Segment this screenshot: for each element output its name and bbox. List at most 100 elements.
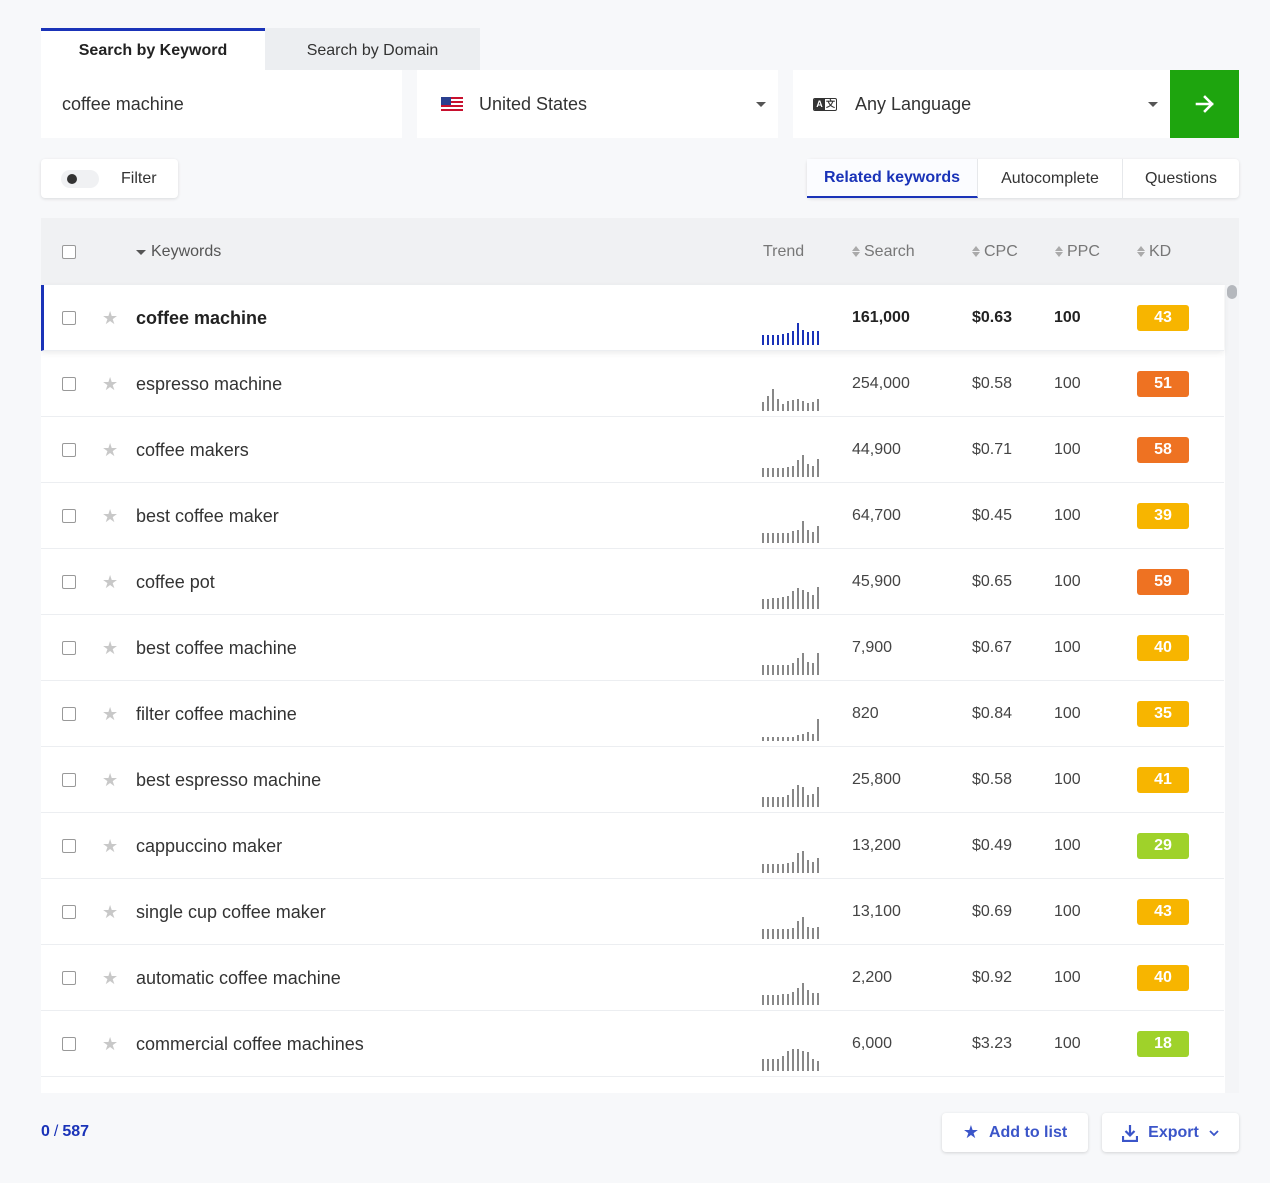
table-row[interactable]: ★ coffee makers 44,900 $0.71 100 58 [41, 417, 1224, 483]
keyword-cell[interactable]: best espresso machine [136, 769, 322, 790]
select-all-cell [62, 218, 76, 285]
search-volume-cell: 25,800 [852, 771, 901, 788]
search-submit-button[interactable] [1170, 70, 1239, 138]
favorite-star-icon[interactable]: ★ [102, 835, 119, 856]
row-checkbox[interactable] [62, 575, 76, 589]
trend-bar [797, 323, 799, 345]
add-to-list-button[interactable]: ★ Add to list [942, 1113, 1088, 1152]
filter-toggle-switch[interactable] [61, 169, 99, 188]
favorite-star-icon[interactable]: ★ [102, 901, 119, 922]
row-checkbox[interactable] [62, 443, 76, 457]
favorite-star-icon[interactable]: ★ [102, 505, 119, 526]
column-header-search[interactable]: Search [852, 218, 915, 285]
table-row[interactable]: ★ commercial coffee machines 6,000 $3.23 100… [41, 1011, 1224, 1077]
row-checkbox[interactable] [62, 773, 76, 787]
cpc-cell: $3.23 [972, 1035, 1013, 1052]
table-row[interactable]: ★ coffee pot 45,900 $0.65 100 59 [41, 549, 1224, 615]
column-header-kd[interactable]: KD [1137, 218, 1171, 285]
row-checkbox[interactable] [62, 905, 76, 919]
trend-sparkline [762, 453, 822, 477]
keyword-cell[interactable]: coffee pot [136, 571, 215, 592]
favorite-star-icon[interactable]: ★ [102, 439, 119, 460]
favorite-star-icon[interactable]: ★ [102, 703, 119, 724]
trend-bar [812, 734, 814, 741]
keyword-cell[interactable]: coffee machine [136, 307, 268, 328]
scrollbar-thumb[interactable] [1227, 285, 1237, 299]
table-row[interactable]: ★ best espresso machine 25,800 $0.58 100 41 [41, 747, 1224, 813]
trend-bar [812, 928, 814, 939]
keyword-cell[interactable]: automatic coffee machine [136, 967, 341, 988]
trend-bar [767, 929, 769, 939]
keyword-cell[interactable]: coffee makers [136, 439, 249, 460]
export-label: Export [1148, 1123, 1199, 1141]
kd-badge: 18 [1137, 1031, 1189, 1057]
favorite-star-icon[interactable]: ★ [102, 571, 119, 592]
column-header-cpc[interactable]: CPC [972, 218, 1018, 285]
table-row[interactable]: ★ cappuccino maker 13,200 $0.49 100 29 [41, 813, 1224, 879]
table-header: Keywords Trend Search CPC PPC KD [41, 218, 1239, 285]
table-scrollbar[interactable] [1225, 285, 1239, 1093]
keyword-cell[interactable]: filter coffee machine [136, 703, 297, 724]
tab-search-by-keyword[interactable]: Search by Keyword [41, 28, 265, 70]
table-row[interactable]: ★ espresso machine 254,000 $0.58 100 51 [41, 351, 1224, 417]
column-header-ppc[interactable]: PPC [1055, 218, 1100, 285]
row-checkbox[interactable] [62, 641, 76, 655]
export-button[interactable]: Export [1102, 1113, 1239, 1152]
table-row[interactable]: ★ filter coffee machine 820 $0.84 100 35 [41, 681, 1224, 747]
row-checkbox[interactable] [62, 509, 76, 523]
keyword-cell[interactable]: best coffee machine [136, 637, 297, 658]
trend-bar [787, 533, 789, 543]
favorite-star-icon[interactable]: ★ [102, 637, 119, 658]
ppc-cell: 100 [1054, 969, 1081, 986]
favorite-star-icon[interactable]: ★ [102, 307, 119, 328]
filter-toggle-button[interactable]: Filter [41, 159, 178, 198]
tab-search-by-domain[interactable]: Search by Domain [265, 28, 480, 70]
favorite-star-icon[interactable]: ★ [102, 769, 119, 790]
trend-bar [767, 737, 769, 741]
table-row[interactable]: ★ best coffee machine 7,900 $0.67 100 40 [41, 615, 1224, 681]
favorite-star-icon[interactable]: ★ [102, 967, 119, 988]
cpc-cell: $0.84 [972, 705, 1013, 722]
sort-icon [1137, 246, 1145, 257]
table-row[interactable]: ★ best coffee maker 64,700 $0.45 100 39 [41, 483, 1224, 549]
favorite-star-icon[interactable]: ★ [102, 373, 119, 394]
trend-bar [762, 402, 764, 411]
keyword-cell[interactable]: commercial coffee machines [136, 1033, 364, 1054]
trend-bar [787, 401, 789, 411]
search-mode-tabs: Search by Keyword Search by Domain [41, 28, 480, 70]
column-header-keywords[interactable]: Keywords [136, 218, 221, 285]
keyword-cell[interactable]: best coffee maker [136, 505, 279, 526]
keyword-cell[interactable]: espresso machine [136, 373, 283, 394]
row-checkbox-cell [62, 879, 76, 945]
trend-bar [792, 862, 794, 873]
row-checkbox[interactable] [62, 707, 76, 721]
ppc-cell: 100 [1054, 705, 1081, 722]
keyword-cell[interactable]: single cup coffee maker [136, 901, 326, 922]
chevron-down-icon [1209, 1129, 1219, 1136]
tab-related-keywords[interactable]: Related keywords [807, 159, 978, 198]
trend-bar [792, 789, 794, 807]
row-checkbox[interactable] [62, 311, 76, 325]
row-checkbox[interactable] [62, 839, 76, 853]
tab-questions[interactable]: Questions [1144, 169, 1218, 187]
tab-autocomplete[interactable]: Autocomplete [978, 159, 1123, 198]
trend-bar [812, 595, 814, 609]
row-checkbox[interactable] [62, 1037, 76, 1051]
table-row[interactable]: ★ single cup coffee maker 13,100 $0.69 100 43 [41, 879, 1224, 945]
table-row[interactable]: ★ automatic coffee machine 2,200 $0.92 100 40 [41, 945, 1224, 1011]
search-volume-cell: 13,100 [852, 903, 901, 920]
row-checkbox[interactable] [62, 377, 76, 391]
keyword-input[interactable]: coffee machine [41, 70, 402, 138]
select-all-checkbox[interactable] [62, 244, 76, 259]
trend-bar [792, 737, 794, 741]
trend-bar [777, 737, 779, 741]
favorite-star-icon[interactable]: ★ [102, 1033, 119, 1054]
trend-bar [797, 735, 799, 741]
chevron-down-icon [756, 102, 766, 107]
column-label-kd: KD [1149, 242, 1172, 260]
table-row[interactable]: ★ coffee machine 161,000 $0.63 100 43 [41, 285, 1224, 351]
row-checkbox[interactable] [62, 971, 76, 985]
country-select[interactable]: United States [417, 70, 778, 138]
keyword-cell[interactable]: cappuccino maker [136, 835, 283, 856]
